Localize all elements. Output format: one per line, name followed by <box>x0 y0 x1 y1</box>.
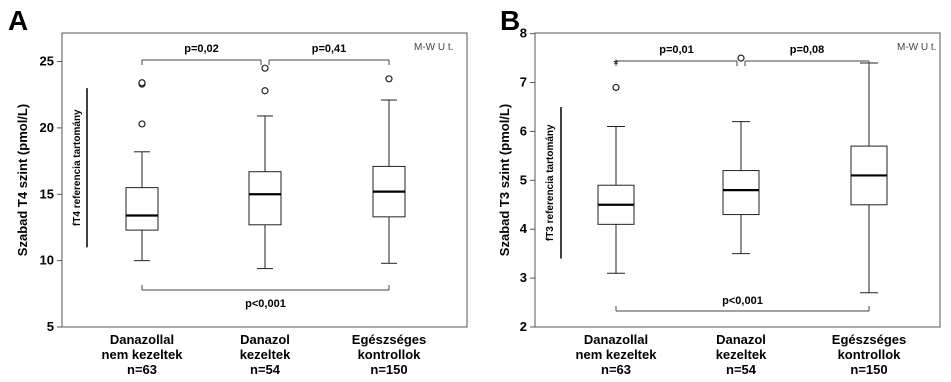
comparison-3: p<0,001 <box>615 295 870 312</box>
y-tick-label: 20 <box>40 120 54 135</box>
comparison-p-value: p=0,02 <box>184 43 219 55</box>
comparison-p-value: p=0,08 <box>790 44 825 56</box>
y-tick-label: 8 <box>520 26 527 41</box>
panel-b: B 2 3 4 5 6 7 8 Szabad T3 szint (pmol/L) fT3 refe… <box>497 5 941 377</box>
y-tick-label: 3 <box>520 270 527 285</box>
y-tick-label: 2 <box>520 319 527 334</box>
test-label: M-W U t. <box>414 42 453 53</box>
comparison-2: p=0,08 <box>744 44 870 66</box>
category-n: n=54 <box>726 362 757 377</box>
category-n: n=54 <box>250 362 281 377</box>
category-line1: Danazollal <box>110 332 174 347</box>
y-tick-label: 7 <box>520 75 527 90</box>
y-axis-label: Szabad T3 szint (pmol/L) <box>497 104 512 256</box>
category-line1: Egészséges <box>832 332 906 347</box>
category-n: n=150 <box>370 362 407 377</box>
comparison-1: p=0,02 <box>141 43 262 65</box>
y-tick-label: 25 <box>40 54 54 69</box>
category-line1: Egészséges <box>352 332 426 347</box>
box-iqr <box>248 171 282 226</box>
category-n: n=63 <box>127 362 157 377</box>
test-label: M-W U t. <box>897 42 936 53</box>
comparison-3: p<0,001 <box>141 285 390 310</box>
box-1 <box>125 79 159 262</box>
y-tick-label: 15 <box>40 186 54 201</box>
category-line2: kezeltek <box>716 347 767 362</box>
outlier-point <box>261 87 269 95</box>
outlier-point <box>385 75 393 83</box>
category-line2: nem kezeltek <box>102 347 184 362</box>
box-iqr <box>125 187 159 231</box>
y-axis: 2 3 4 5 6 7 8 <box>520 26 535 334</box>
y-tick-label: 6 <box>520 123 527 138</box>
reference-range-label: fT3 referencia tartomány <box>545 124 556 241</box>
comparison-p-value: p<0,001 <box>245 298 286 310</box>
box-iqr <box>722 170 760 216</box>
category-line1: Danazol <box>240 332 290 347</box>
outlier-point <box>261 64 269 72</box>
category-line2: kezeltek <box>240 347 291 362</box>
panel-a: A 5 10 15 20 25 Szabad T4 szint (pmol/L) fT4 re… <box>8 5 468 377</box>
category-n: n=150 <box>850 362 887 377</box>
reference-range-label: fT4 referencia tartomány <box>72 109 83 226</box>
box-3 <box>372 75 406 264</box>
outlier-point <box>138 120 146 128</box>
y-tick-label: 5 <box>520 172 527 187</box>
y-axis: 5 10 15 20 25 <box>40 54 62 334</box>
outlier-point <box>737 54 745 62</box>
y-axis-label: Szabad T4 szint (pmol/L) <box>15 104 30 256</box>
comparison-p-value: p=0,01 <box>659 44 694 56</box>
box-3 <box>850 62 888 294</box>
plot-frame <box>61 32 468 328</box>
y-tick-label: 4 <box>520 221 528 236</box>
comparison-2: p=0,41 <box>268 43 390 65</box>
outlier-point <box>612 83 620 92</box>
category-line1: Danazol <box>716 332 766 347</box>
box-1: * <box>597 56 635 274</box>
outlier-point <box>138 79 146 87</box>
panel-letter: B <box>500 5 520 36</box>
comparison-p-value: p=0,41 <box>312 43 347 55</box>
box-2 <box>248 64 282 270</box>
category-line2: nem kezeltek <box>576 347 658 362</box>
y-tick-label: 10 <box>40 253 54 268</box>
comparison-p-value: p<0,001 <box>722 295 763 307</box>
box-2 <box>722 54 760 255</box>
category-n: n=63 <box>601 362 631 377</box>
y-tick-label: 5 <box>47 319 54 334</box>
panel-letter: A <box>8 5 28 36</box>
category-line1: Danazollal <box>584 332 648 347</box>
comparison-1: p=0,01 <box>615 44 738 66</box>
category-line2: kontrollok <box>358 347 422 362</box>
category-line2: kontrollok <box>838 347 902 362</box>
